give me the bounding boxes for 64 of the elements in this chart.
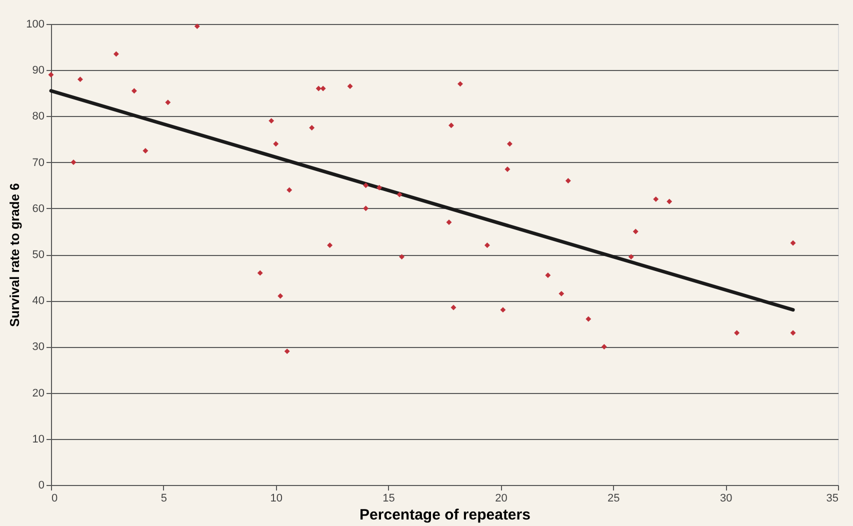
point <box>565 178 571 184</box>
point <box>790 240 796 246</box>
point <box>734 330 740 336</box>
point <box>113 51 119 57</box>
point <box>142 148 148 154</box>
point <box>70 160 76 166</box>
y-tick-label: 90 <box>32 64 44 77</box>
point <box>458 81 463 87</box>
y-tick-label: 80 <box>32 110 44 123</box>
point <box>131 88 137 94</box>
point <box>278 293 284 299</box>
point <box>484 242 490 248</box>
point <box>286 187 292 193</box>
point <box>666 198 672 204</box>
point <box>545 272 551 278</box>
point <box>632 228 638 234</box>
x-axis-title: Percentage of repeaters <box>360 506 530 524</box>
point <box>558 290 564 296</box>
x-tick-label: 25 <box>608 492 620 504</box>
point <box>320 86 326 92</box>
point <box>257 270 263 276</box>
point <box>316 86 322 92</box>
x-tick-label: 5 <box>160 492 167 504</box>
point <box>268 118 274 124</box>
y-tick-label: 100 <box>26 18 44 30</box>
point <box>450 304 456 310</box>
y-tick-label: 0 <box>38 480 44 492</box>
x-tick-label: 15 <box>382 492 395 504</box>
y-tick-label: 30 <box>32 341 44 354</box>
x-tick-label: 10 <box>270 492 282 504</box>
point <box>363 182 369 188</box>
point <box>309 124 315 130</box>
y-tick-label: 60 <box>32 202 44 215</box>
point <box>790 330 796 336</box>
point <box>601 344 607 350</box>
x-tick-label: 35 <box>826 492 838 504</box>
y-tick-label: 10 <box>32 433 44 446</box>
point <box>273 141 279 147</box>
point <box>194 24 200 30</box>
y-tick-label: 70 <box>32 156 44 169</box>
point <box>77 76 83 82</box>
point <box>500 307 506 313</box>
point <box>399 254 405 260</box>
y-tick-label: 50 <box>32 249 44 261</box>
point <box>586 316 592 322</box>
x-tick-label: 0 <box>52 492 58 504</box>
y-axis-title: Survival rate to grade 6 <box>7 183 22 327</box>
point <box>448 122 454 128</box>
point <box>506 141 512 147</box>
point <box>396 192 402 198</box>
y-tick-label: 20 <box>32 387 44 400</box>
x-tick-label: 30 <box>720 492 732 504</box>
point <box>363 206 369 212</box>
point <box>327 242 333 248</box>
x-tick-label: 20 <box>495 492 508 504</box>
point <box>653 196 659 202</box>
point <box>446 219 452 225</box>
point <box>376 184 382 190</box>
point <box>628 254 634 260</box>
point <box>504 166 510 172</box>
point <box>284 348 290 354</box>
y-tick-label: 40 <box>32 295 44 308</box>
point <box>165 100 171 106</box>
point <box>347 83 353 89</box>
